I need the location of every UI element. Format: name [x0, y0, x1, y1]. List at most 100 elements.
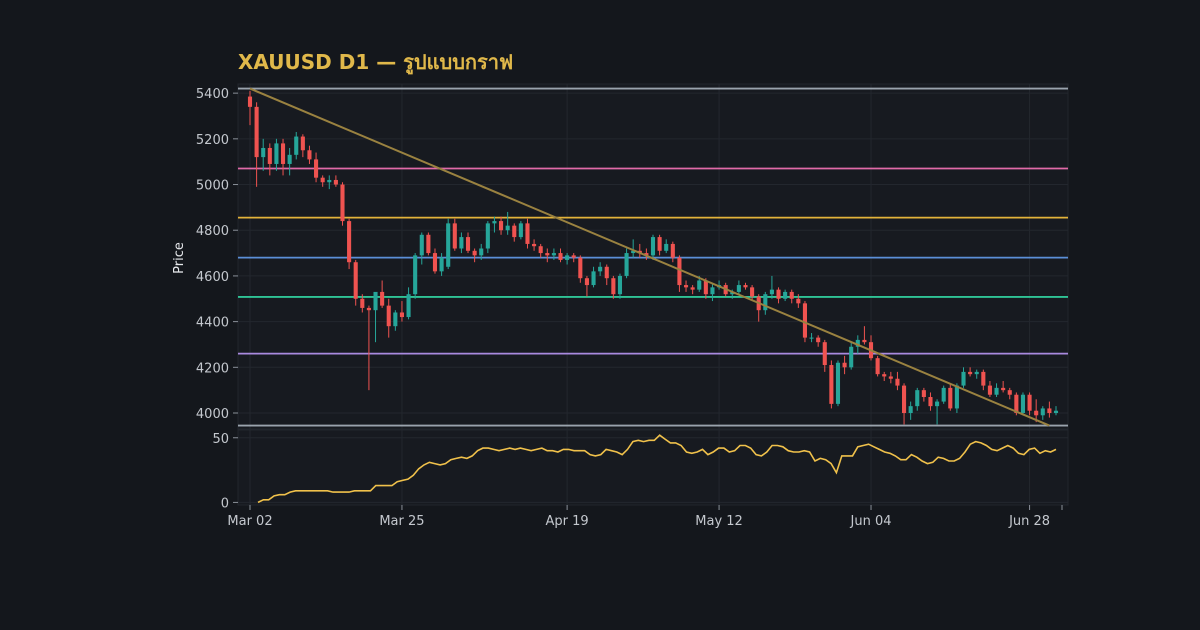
x-tick-label: Mar 02	[227, 514, 272, 529]
candle-body	[895, 378, 900, 386]
candle-body	[862, 339, 867, 343]
indicator-panel-bg	[237, 429, 1069, 506]
candle	[974, 369, 979, 379]
candle-body	[406, 294, 411, 318]
price-tick-label: 5400	[196, 87, 229, 102]
candle	[571, 253, 576, 263]
candle	[532, 239, 537, 251]
price-grid	[238, 84, 1068, 429]
candle	[816, 335, 821, 347]
candle	[981, 369, 986, 391]
candle-body	[1040, 408, 1045, 416]
candle-body	[961, 371, 966, 386]
candle-body	[446, 223, 451, 267]
candle	[631, 239, 636, 258]
candle	[783, 289, 788, 302]
indicator-group	[257, 434, 1057, 504]
x-tick-label: Jun 28	[1008, 514, 1050, 529]
candle	[710, 282, 715, 302]
candle-body	[855, 339, 860, 347]
candle-body	[968, 371, 973, 375]
candle	[1027, 392, 1032, 416]
candle	[360, 294, 365, 313]
x-tick-label: Apr 19	[546, 514, 589, 529]
candle-body	[525, 223, 530, 244]
candle	[584, 275, 589, 297]
candle	[399, 301, 404, 322]
candle	[300, 134, 305, 158]
candle-body	[320, 177, 325, 183]
candle	[307, 145, 312, 164]
candle-body	[783, 291, 788, 299]
candle	[763, 291, 768, 315]
price-tick-label: 5200	[196, 133, 229, 148]
candle-body	[545, 253, 550, 256]
candle-body	[353, 262, 358, 299]
candle	[439, 253, 444, 276]
candle	[875, 355, 880, 377]
candle-body	[413, 255, 418, 295]
candle-body	[366, 307, 371, 311]
candle	[961, 367, 966, 388]
price-tick-label: 4400	[196, 316, 229, 331]
candle	[650, 234, 656, 260]
candle	[479, 243, 484, 260]
candle	[267, 143, 272, 176]
trendline-group	[249, 87, 1050, 427]
candle	[565, 253, 570, 265]
candle-body	[578, 257, 583, 279]
candle-body	[518, 223, 523, 238]
candle	[677, 255, 682, 292]
candle	[1034, 399, 1039, 423]
candle	[426, 232, 431, 256]
candle-body	[479, 248, 484, 256]
candle-body	[796, 298, 801, 304]
candle-body	[584, 278, 589, 286]
candle-body	[360, 298, 365, 308]
x-tick-label: Mar 25	[379, 514, 424, 529]
candle	[935, 399, 940, 425]
candle-body	[809, 337, 814, 339]
candle-body	[558, 253, 563, 260]
candle-body	[683, 285, 689, 288]
candle-body	[472, 250, 477, 256]
candle-body	[802, 303, 807, 338]
candle-body	[565, 255, 570, 260]
candle-body	[750, 287, 755, 297]
candle	[743, 282, 748, 290]
candle-body	[532, 243, 537, 247]
candle-body	[314, 159, 319, 178]
candle-body	[333, 179, 338, 185]
candle-body	[789, 291, 794, 299]
candle	[380, 280, 385, 308]
candle-body	[941, 387, 946, 402]
price-axis-ticks: 4000 4200 4400 4600 4800 5000 5200 5400	[196, 87, 238, 422]
indicator-axis-ticks: 0 50	[212, 432, 238, 511]
candle	[274, 138, 279, 171]
candle	[393, 310, 398, 331]
candle-body	[631, 250, 636, 254]
candle-body	[591, 271, 596, 286]
candle	[1001, 381, 1006, 393]
candle	[314, 152, 319, 183]
candle	[954, 383, 959, 414]
candle-body	[915, 390, 920, 407]
candle	[822, 339, 827, 372]
candle	[558, 248, 563, 263]
candle	[1007, 387, 1012, 400]
candle	[664, 239, 669, 254]
candle-body	[512, 225, 517, 238]
candle-body	[822, 342, 827, 366]
candle-body	[921, 390, 926, 398]
candle	[413, 253, 418, 299]
candle-body	[835, 362, 841, 404]
candle	[842, 355, 847, 375]
candle	[446, 218, 451, 270]
candle	[968, 367, 973, 377]
candle	[769, 275, 774, 299]
candle	[492, 216, 497, 233]
candle-body	[690, 287, 695, 290]
candle-body	[254, 106, 259, 158]
candle-body	[763, 294, 768, 311]
